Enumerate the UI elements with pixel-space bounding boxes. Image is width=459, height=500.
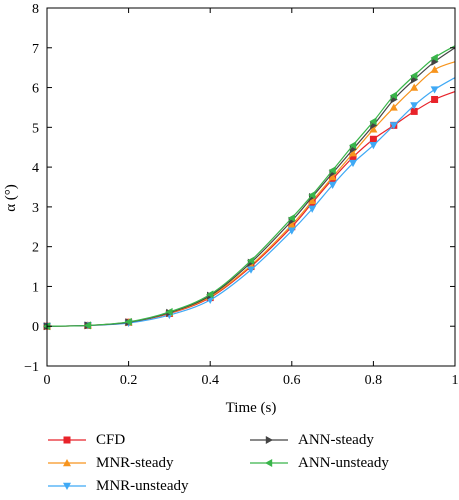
legend-label-ann-steady: ANN-steady [298,431,374,448]
data-point-mnr-unsteady [247,266,255,274]
data-point-ann-unsteady [328,166,336,175]
legend-marker [265,459,273,467]
legend-swatch-cfd [48,436,86,444]
data-point-ann-unsteady [247,256,255,265]
data-point-mnr-steady [328,173,337,181]
data-point-mnr-steady [287,220,296,228]
data-point-cfd [431,95,439,103]
x-tick-label: 0.6 [283,373,301,388]
legend-swatch-ann-steady [250,436,288,444]
data-point-ann-unsteady [349,141,357,150]
chart-legend: CFD MNR-steady MNR-unsteady ANN-steady A… [0,424,459,500]
data-point-ann-unsteady [430,53,438,62]
data-point-cfd [349,153,357,161]
axes-layer: 0 0.2 0.4 0.6 0.8 1 −1 0 1 2 3 4 5 6 7 8 [24,2,458,388]
series-ann-steady [43,47,456,331]
series-layer [43,45,456,331]
y-tick-label: 3 [32,201,39,216]
data-point-cfd [369,135,377,143]
y-tick-label: 6 [32,82,39,97]
plot-frame [46,7,456,367]
x-tick-label: 0 [44,373,51,388]
data-point-ann-unsteady [83,321,91,330]
data-point-mnr-unsteady [328,181,337,190]
line-chart: 0 0.2 0.4 0.6 0.8 1 −1 0 1 2 3 4 5 6 7 8 Time (s) α (°) [3,2,459,416]
data-point-ann-unsteady [308,190,316,199]
data-point-ann-unsteady [287,214,295,223]
legend-item-cfd: CFD [46,430,125,450]
legend-item-mnr-steady: MNR-steady [46,453,174,473]
data-point-mnr-steady [430,65,439,73]
data-point-ann-unsteady [124,317,132,326]
data-point-mnr-steady [369,125,378,133]
data-point-mnr-unsteady [308,205,317,213]
series-line-ann-unsteady [46,45,456,327]
y-tick-label: 5 [32,121,39,136]
x-tick-label: 1 [452,373,459,388]
data-point-ann-unsteady [165,307,173,316]
y-tick-label: 0 [32,320,39,335]
data-point-mnr-unsteady [410,102,419,110]
legend-label-mnr-unsteady: MNR-unsteady [96,477,189,494]
y-tick-label: 7 [32,42,39,57]
data-point-mnr-steady [410,83,419,91]
data-point-mnr-unsteady [430,86,439,94]
data-point-mnr-unsteady [349,159,357,168]
data-point-ann-unsteady [410,71,418,80]
x-tick-label: 0.2 [120,373,138,388]
series-mnr-unsteady [43,77,456,331]
y-tick-label: 4 [32,161,39,176]
legend-label-mnr-steady: MNR-steady [96,454,174,471]
data-point-ann-unsteady [389,91,397,100]
legend-label-cfd: CFD [96,431,126,448]
legend-item-ann-steady: ANN-steady [248,430,374,450]
legend-marker [63,459,71,467]
data-point-mnr-unsteady [389,122,398,130]
y-tick-label: 8 [32,2,39,17]
data-point-ann-steady [431,57,439,66]
data-point-mnr-unsteady [287,227,296,235]
x-tick-label: 0.8 [365,373,383,388]
legend-marker [63,482,71,490]
legend-label-ann-unsteady: ANN-unsteady [298,454,389,471]
legend-item-ann-unsteady: ANN-unsteady [248,453,389,473]
y-tick-label: 1 [32,280,39,295]
data-point-ann-unsteady [369,117,377,126]
series-line-ann-steady [46,47,456,327]
legend-marker [265,436,273,444]
x-axis-label: Time (s) [226,400,277,416]
legend-swatch-ann-unsteady [250,459,288,467]
legend-marker [63,436,71,444]
data-point-cfd [410,107,418,115]
y-tick-label: 2 [32,241,39,256]
data-point-mnr-steady [389,103,398,111]
legend-swatch-mnr-steady [48,459,86,467]
y-axis-label: α (°) [3,184,19,212]
y-tick-label: −1 [24,360,39,375]
data-point-mnr-steady [308,196,317,205]
data-point-mnr-steady [349,149,357,157]
series-line-mnr-unsteady [46,77,456,327]
x-tick-label: 0.4 [201,373,219,388]
legend-item-mnr-unsteady: MNR-unsteady [46,476,189,496]
data-point-mnr-unsteady [369,142,378,150]
data-point-ann-unsteady [206,290,214,299]
series-ann-unsteady [43,45,456,331]
legend-swatch-mnr-unsteady [48,482,86,490]
